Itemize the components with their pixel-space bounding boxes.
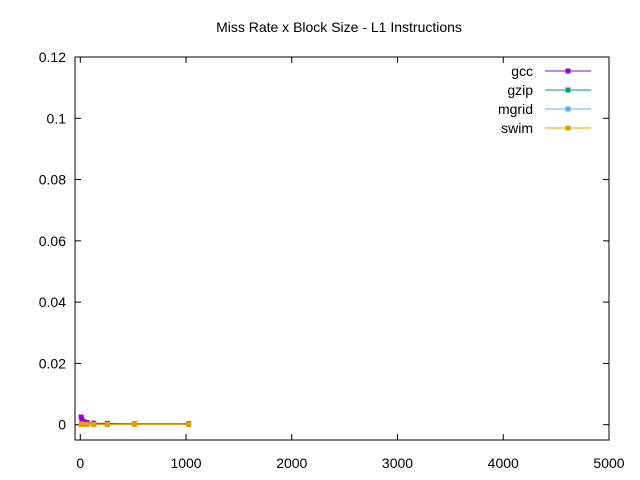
legend-marker: [565, 87, 571, 93]
y-tick-label: 0: [58, 417, 66, 433]
legend-label: mgrid: [498, 101, 533, 117]
data-point: [186, 421, 192, 427]
y-tick-label: 0.06: [39, 233, 66, 249]
data-point: [131, 421, 137, 427]
x-tick-label: 0: [76, 455, 84, 471]
data-point: [78, 414, 84, 420]
legend-marker: [565, 68, 571, 74]
x-tick-label: 1000: [170, 455, 201, 471]
data-point: [81, 419, 87, 425]
x-tick-label: 3000: [382, 455, 413, 471]
legend-marker: [565, 125, 571, 131]
data-point: [81, 421, 87, 427]
legend-label: gzip: [507, 82, 533, 98]
plot-frame: [74, 56, 610, 441]
data-point: [84, 421, 90, 427]
series-layer: [78, 414, 192, 427]
legend-label: gcc: [511, 63, 533, 79]
legend-label: swim: [501, 120, 533, 136]
x-tick-label: 4000: [488, 455, 519, 471]
x-tick-label: 2000: [276, 455, 307, 471]
data-point: [91, 421, 97, 427]
series-swim: [78, 421, 192, 427]
y-tick-label: 0.02: [39, 355, 66, 371]
x-tick-label: 5000: [593, 455, 624, 471]
chart-title: Miss Rate x Block Size - L1 Instructions: [216, 19, 462, 35]
data-point: [104, 421, 110, 427]
legend: gcc gzip mgrid swim: [498, 63, 591, 136]
legend-marker: [565, 106, 571, 112]
y-tick-label: 0.1: [47, 110, 67, 126]
y-tick-label: 0.12: [39, 49, 66, 65]
y-tick-label: 0.04: [39, 294, 66, 310]
axes: 0 0.02 0.04 0.06 0.08 0.1 0.12 0 1000 2000 3000 400…: [39, 49, 625, 471]
y-tick-label: 0.08: [39, 172, 66, 188]
